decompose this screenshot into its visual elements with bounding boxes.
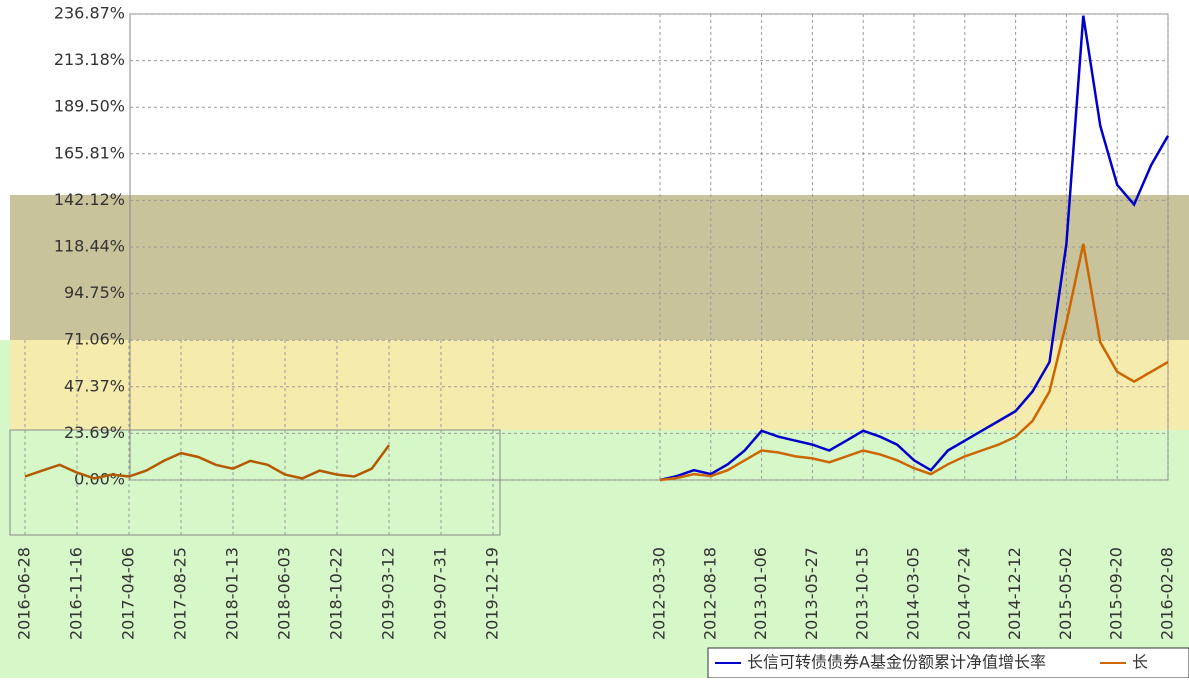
x-tick-label: 2019-07-31 [431, 547, 450, 640]
y-tick-label: 213.18% [54, 50, 125, 69]
x-tick-label: 2012-08-18 [700, 547, 719, 640]
x-tick-label: 2012-03-30 [650, 547, 669, 640]
x-tick-label: 2013-05-27 [802, 547, 821, 640]
x-tick-label: 2018-10-22 [327, 547, 346, 640]
x-tick-label: 2016-02-08 [1158, 547, 1177, 640]
x-tick-label: 2017-08-25 [171, 547, 190, 640]
legend-label: 长 [1132, 653, 1148, 672]
x-tick-label: 2014-03-05 [904, 547, 923, 640]
y-tick-label: 142.12% [54, 190, 125, 209]
y-tick-label: 165.81% [54, 143, 125, 162]
y-tick-label: 0.00% [74, 470, 125, 489]
x-tick-label: 2014-07-24 [954, 547, 973, 640]
legend-label: 长信可转债债券A基金份额累计净值增长率 [747, 653, 1046, 672]
x-tick-label: 2013-01-06 [751, 547, 770, 640]
x-tick-label: 2019-03-12 [379, 547, 398, 640]
x-tick-label: 2014-12-12 [1005, 547, 1024, 640]
y-tick-label: 236.87% [54, 4, 125, 23]
overlay-band [10, 195, 1189, 340]
x-tick-label: 2017-04-06 [119, 547, 138, 640]
overlay-band [10, 340, 1189, 430]
y-tick-label: 71.06% [64, 330, 125, 349]
y-tick-label: 118.44% [54, 236, 125, 255]
x-tick-label: 2016-06-28 [15, 547, 34, 640]
y-tick-label: 94.75% [64, 283, 125, 302]
x-tick-label: 2013-10-15 [853, 547, 872, 640]
x-tick-label: 2019-12-19 [483, 547, 502, 640]
x-tick-label: 2015-05-02 [1056, 547, 1075, 640]
y-tick-label: 47.37% [64, 376, 125, 395]
x-tick-label: 2018-01-13 [223, 547, 242, 640]
y-tick-label: 23.69% [64, 423, 125, 442]
x-tick-label: 2018-06-03 [275, 547, 294, 640]
x-tick-label: 2016-11-16 [67, 547, 86, 640]
x-tick-label: 2015-09-20 [1107, 547, 1126, 640]
chart: 0.00% 23.69% 47.37% 71.06% 94.75% 118.44% 142.… [0, 0, 1189, 678]
y-tick-label: 189.50% [54, 97, 125, 116]
